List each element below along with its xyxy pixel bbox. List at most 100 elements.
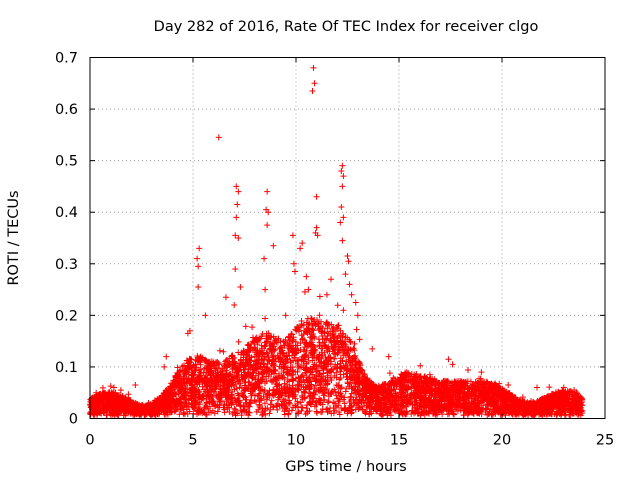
data-point bbox=[492, 411, 499, 418]
data-point bbox=[331, 345, 338, 352]
data-point bbox=[182, 400, 189, 407]
data-point bbox=[263, 335, 270, 342]
data-point bbox=[258, 378, 265, 385]
data-point bbox=[286, 378, 293, 385]
data-point bbox=[331, 386, 338, 393]
data-point bbox=[170, 377, 177, 384]
data-point bbox=[421, 411, 428, 418]
data-point bbox=[421, 373, 428, 380]
data-point bbox=[153, 399, 160, 406]
data-point bbox=[284, 371, 291, 378]
data-point bbox=[567, 388, 574, 395]
data-point bbox=[281, 408, 288, 415]
data-point bbox=[484, 388, 491, 395]
data-point bbox=[359, 403, 366, 410]
data-point bbox=[305, 359, 312, 366]
data-point bbox=[335, 346, 342, 353]
data-point bbox=[313, 355, 320, 362]
data-point bbox=[460, 399, 467, 406]
data-point bbox=[281, 380, 288, 387]
data-point bbox=[224, 405, 231, 412]
data-point bbox=[349, 363, 356, 370]
data-point bbox=[177, 367, 184, 374]
data-point bbox=[502, 388, 509, 395]
data-point bbox=[252, 398, 259, 405]
data-point bbox=[258, 345, 265, 352]
data-point bbox=[355, 391, 362, 398]
data-point bbox=[197, 353, 204, 360]
data-point bbox=[431, 410, 438, 417]
data-point bbox=[156, 410, 163, 417]
data-point bbox=[500, 397, 507, 404]
data-point bbox=[313, 408, 320, 415]
data-point bbox=[356, 397, 363, 404]
data-point bbox=[384, 392, 391, 399]
data-point bbox=[555, 400, 562, 407]
data-point bbox=[444, 385, 451, 392]
data-point bbox=[497, 403, 504, 410]
data-point bbox=[306, 328, 313, 335]
data-point bbox=[348, 409, 355, 416]
data-point bbox=[269, 352, 276, 359]
data-point bbox=[465, 367, 471, 374]
data-point bbox=[577, 393, 584, 400]
data-point bbox=[319, 401, 326, 408]
data-point bbox=[295, 357, 302, 364]
data-point bbox=[288, 407, 295, 414]
data-point bbox=[381, 400, 388, 407]
data-point bbox=[333, 392, 340, 399]
data-point bbox=[216, 347, 223, 354]
data-point bbox=[443, 406, 450, 413]
data-point bbox=[385, 406, 392, 413]
data-point bbox=[341, 405, 348, 412]
data-point bbox=[506, 397, 513, 404]
data-point bbox=[252, 372, 259, 379]
data-point bbox=[452, 406, 459, 413]
data-point bbox=[278, 365, 285, 372]
data-point bbox=[138, 410, 145, 417]
data-point bbox=[462, 391, 469, 398]
data-point bbox=[350, 396, 357, 403]
data-point bbox=[319, 324, 326, 331]
data-point bbox=[546, 384, 553, 391]
data-point bbox=[340, 371, 347, 378]
data-point bbox=[282, 404, 289, 411]
data-point bbox=[268, 397, 275, 404]
data-point bbox=[261, 400, 268, 407]
data-point bbox=[186, 408, 193, 415]
data-point bbox=[409, 407, 416, 414]
data-point bbox=[249, 324, 256, 331]
data-point bbox=[264, 367, 271, 374]
data-point bbox=[366, 388, 373, 395]
data-point bbox=[285, 410, 292, 417]
data-point bbox=[348, 368, 355, 375]
data-point bbox=[244, 385, 251, 392]
data-point bbox=[191, 405, 198, 412]
data-point bbox=[128, 405, 135, 412]
data-point bbox=[162, 411, 169, 418]
data-point bbox=[234, 375, 241, 382]
data-point bbox=[342, 362, 349, 369]
data-point bbox=[425, 408, 432, 415]
data-point bbox=[316, 395, 323, 402]
data-point bbox=[452, 379, 459, 386]
data-point bbox=[240, 407, 247, 414]
data-point bbox=[294, 381, 301, 388]
data-point bbox=[262, 342, 269, 349]
data-point bbox=[432, 378, 439, 385]
data-point bbox=[206, 359, 213, 366]
data-point bbox=[423, 387, 430, 394]
data-point bbox=[333, 382, 340, 389]
data-point bbox=[520, 410, 527, 417]
data-point bbox=[521, 411, 528, 418]
data-point bbox=[173, 372, 180, 379]
data-point bbox=[287, 359, 294, 366]
data-point bbox=[341, 400, 348, 407]
data-point bbox=[245, 379, 252, 386]
data-point bbox=[263, 364, 270, 371]
data-point bbox=[344, 373, 351, 380]
data-point bbox=[378, 412, 385, 419]
data-point bbox=[430, 397, 437, 404]
data-point bbox=[306, 393, 313, 400]
data-point bbox=[328, 377, 335, 384]
